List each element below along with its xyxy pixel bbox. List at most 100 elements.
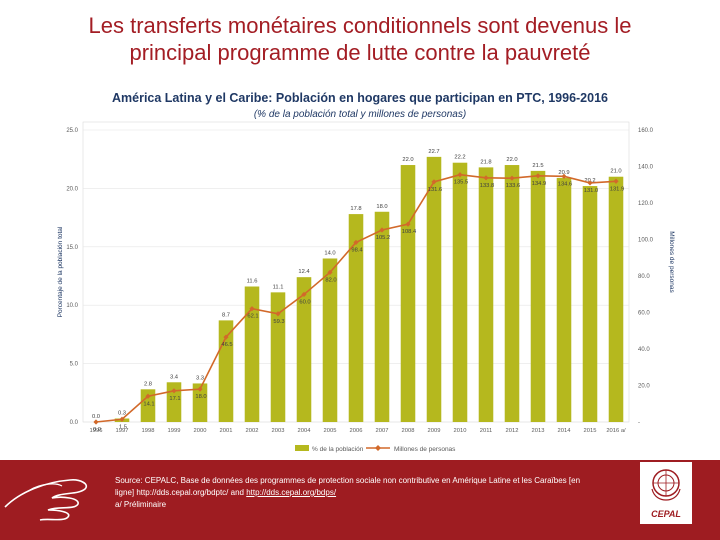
chart-subtitle: (% de la población total y millones de p…: [254, 109, 466, 120]
bar-value-label: 0.0: [92, 414, 100, 420]
line-point: [171, 388, 177, 394]
y-right-tick-label: 20.0: [638, 384, 650, 390]
bar-value-label: 3.3: [196, 375, 204, 381]
logo-text: CEPAL: [651, 509, 681, 519]
preliminary-note: a/ Préliminaire: [115, 500, 167, 509]
x-tick-label: 2013: [532, 428, 545, 434]
y-axis-right-label: Millones de personas: [668, 231, 675, 293]
y-right-tick-label: 80.0: [638, 274, 650, 280]
bar-value-label: 22.2: [454, 155, 465, 161]
source-text: Source: CEPALC, Base de données des prog…: [115, 476, 581, 497]
bar-labels: 0.0 0.3 2.8 3.4 3.3 8.7 11.6 11.1 12.4 14.0 17.8 18…: [92, 149, 622, 420]
bar: [452, 162, 468, 423]
x-tick-label: 2005: [324, 428, 337, 434]
bar: [140, 389, 156, 422]
y-left-tick-label: 20.0: [66, 186, 78, 192]
line-point: [327, 269, 333, 275]
hands-outline-2: [29, 483, 63, 491]
y-right-tick-label: -: [638, 420, 640, 426]
y-axis-left-ticks: 0.0 5.0 10.0 15.0 20.0 25.0: [66, 128, 78, 426]
line-value-label: 98.4: [351, 247, 363, 253]
y-right-tick-label: 40.0: [638, 347, 650, 353]
line-value-label: 134.9: [532, 181, 547, 187]
bar: [244, 286, 260, 422]
x-tick-label: 2000: [194, 428, 207, 434]
bar: [296, 277, 312, 422]
chart: América Latina y el Caribe: Población en…: [57, 91, 675, 453]
bar-value-label: 22.0: [402, 157, 413, 163]
y-left-tick-label: 10.0: [66, 303, 78, 309]
bar-value-label: 22.7: [428, 149, 439, 155]
y-left-tick-label: 5.0: [70, 362, 79, 368]
line-point: [405, 221, 411, 227]
line-value-label: 46.5: [221, 342, 232, 348]
x-tick-label: 2011: [480, 428, 492, 434]
line-value-label: 1.5: [119, 424, 127, 430]
line-point: [561, 173, 567, 179]
line-point: [613, 178, 619, 184]
line-value-label: 14.1: [143, 401, 154, 407]
y-axis-left-label: Porcentaje de la población total: [57, 226, 64, 317]
line-point: [483, 175, 489, 181]
bar-value-label: 11.1: [273, 284, 284, 290]
x-tick-label: 2016 a/: [606, 428, 626, 434]
line-value-label: 133.6: [506, 183, 521, 189]
bar-value-label: 8.7: [222, 312, 230, 318]
legend-swatch-bars: [295, 445, 309, 451]
x-tick-label: 1997: [116, 428, 129, 434]
cepal-logo: CEPAL: [640, 462, 692, 524]
line-point: [431, 179, 437, 185]
un-emblem-icon: CEPAL: [651, 469, 681, 519]
bar: [192, 383, 208, 422]
line-value-label: 60.0: [299, 299, 310, 305]
bar: [322, 258, 338, 422]
x-tick-label: 2014: [558, 428, 572, 434]
x-tick-label: 2006: [350, 428, 363, 434]
x-tick-label: 2002: [246, 428, 259, 434]
legend-label-line: Millones de personas: [394, 446, 456, 453]
bar-value-label: 0.3: [118, 410, 126, 416]
bar-value-label: 14.0: [324, 250, 335, 256]
bar-value-label: 2.8: [144, 381, 152, 387]
line-point: [275, 311, 281, 317]
x-tick-label: 2010: [454, 428, 467, 434]
x-tick-label: 2009: [428, 428, 441, 434]
x-tick-label: 2001: [220, 428, 233, 434]
line-value-label: 131.6: [428, 187, 443, 193]
line-point: [119, 416, 125, 422]
bar: [400, 165, 416, 423]
x-tick-label: 2004: [298, 428, 312, 434]
y-right-tick-label: 120.0: [638, 201, 654, 207]
line-value-label: 108.4: [402, 229, 417, 235]
bar: [530, 170, 546, 422]
line-value-label: 105.2: [376, 235, 391, 241]
bar-value-label: 22.0: [506, 157, 517, 163]
bar-value-label: 3.4: [170, 374, 179, 380]
x-tick-label: 1998: [142, 428, 155, 434]
legend-label-bars: % de la población: [312, 446, 364, 453]
slide-title-line-1: Les transferts monétaires conditionnels …: [88, 13, 632, 38]
bar-value-label: 20.9: [558, 170, 569, 176]
line-point: [223, 334, 229, 340]
line-point: [457, 172, 463, 178]
bar-value-label: 11.6: [247, 279, 258, 285]
bar-value-label: 21.8: [480, 159, 491, 165]
bar: [608, 176, 624, 422]
legend-swatch-marker: [375, 445, 381, 451]
y-right-tick-label: 160.0: [638, 128, 654, 134]
line-series: [93, 172, 619, 425]
y-axis-right-ticks: - 20.0 40.0 60.0 80.0 100.0 120.0 140.0 160.0: [638, 128, 654, 426]
y-right-tick-label: 140.0: [638, 165, 654, 171]
bar-value-label: 12.4: [298, 269, 310, 275]
x-axis-ticks: 1996 1997 1998 1999 2000 2001 2002 2003 2004 2005…: [90, 428, 627, 434]
line-point: [587, 180, 593, 186]
x-tick-label: 2012: [506, 428, 519, 434]
bar: [556, 177, 572, 422]
x-tick-label: 2015: [584, 428, 597, 434]
source-link[interactable]: http://dds.cepal.org/bdps/: [246, 488, 337, 497]
line-point: [535, 173, 541, 179]
line-point: [379, 227, 385, 233]
line-point: [301, 291, 307, 298]
bar: [270, 292, 286, 422]
line-value-label: 134.6: [558, 181, 573, 187]
